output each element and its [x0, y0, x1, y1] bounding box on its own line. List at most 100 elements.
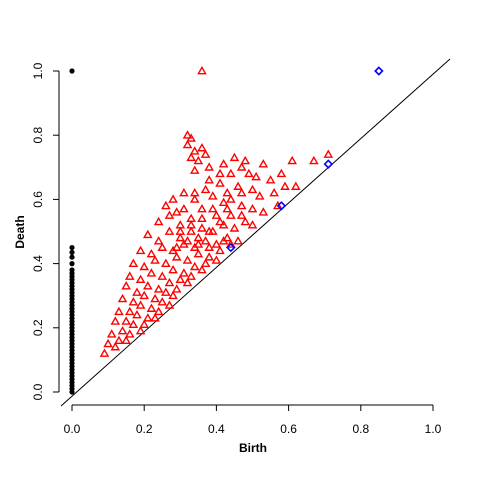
dimension1-point	[179, 268, 189, 277]
dimension1-point	[276, 168, 287, 178]
y-tick-label: 0.6	[31, 191, 45, 208]
dimension1-point	[197, 143, 207, 152]
dimension1-point	[182, 130, 193, 139]
y-ticks: 0.0 0.2 0.4 0.6 0.8 1.0	[31, 62, 59, 400]
x-axis-label: Birth	[239, 441, 267, 455]
y-tick-label: 1.0	[31, 62, 45, 79]
y-tick-label: 0.8	[31, 127, 45, 144]
dimension1-point	[182, 139, 193, 149]
dimension1-point	[168, 265, 178, 274]
dimension1-point	[229, 223, 240, 232]
dimension1-point	[218, 236, 229, 245]
dimension1-point	[182, 255, 193, 264]
y-axis-label: Death	[13, 215, 27, 248]
diagonal-line	[60, 58, 451, 407]
dimension1-point	[197, 223, 207, 232]
dimension1-point	[226, 194, 236, 203]
dimension1-point	[287, 155, 298, 165]
dimension1-point	[150, 313, 160, 322]
dimension1-point	[197, 65, 207, 75]
dimension1-point	[135, 300, 146, 309]
dimension1-point	[222, 187, 233, 197]
dimension1-point	[200, 258, 211, 267]
dimension1-point	[121, 281, 131, 290]
dimension1-point	[124, 271, 135, 280]
dimension1-point	[171, 284, 182, 293]
dimension1-point	[204, 252, 214, 261]
x-tick-label: 0.0	[64, 422, 81, 436]
dimension1-point	[175, 226, 186, 235]
dimension1-point	[218, 159, 229, 168]
dimension1-point	[215, 245, 225, 255]
dimension1-point	[197, 213, 207, 223]
dimension1-point	[222, 232, 233, 242]
dimension1-point	[106, 329, 117, 338]
dimension1-point	[226, 168, 236, 178]
dimension1-point	[135, 325, 146, 335]
dimension1-point	[150, 255, 160, 264]
dimension1-point	[128, 297, 139, 306]
dimension1-point	[121, 335, 131, 345]
dimension1-point	[124, 306, 135, 316]
dimension1-point	[161, 200, 171, 210]
dimension1-point	[323, 149, 334, 158]
dimension1-point	[179, 204, 189, 213]
dimension1-point	[171, 242, 182, 251]
dimension1-point	[200, 184, 211, 194]
data-marks	[69, 65, 384, 395]
dimension1-point	[153, 306, 164, 316]
dimension1-point	[204, 226, 214, 235]
dimension1-point	[269, 187, 279, 197]
dimension1-point	[103, 338, 113, 348]
dimension1-point	[254, 191, 265, 200]
dimension1-point	[110, 316, 121, 325]
x-tick-label: 0.6	[280, 422, 297, 436]
dimension1-point	[272, 200, 283, 210]
dimension0-point	[69, 68, 75, 74]
dimension1-point	[143, 229, 153, 239]
dimension1-point	[121, 316, 131, 325]
dimension1-point	[226, 239, 236, 248]
dimension1-point	[114, 306, 124, 316]
dimension1-point	[291, 181, 301, 190]
y-tick-label: 0.0	[31, 383, 45, 400]
dimension1-point	[197, 265, 207, 274]
dimension1-point	[186, 220, 196, 229]
dimension1-point	[189, 194, 200, 203]
dimension1-point	[222, 204, 233, 213]
x-tick-label: 0.8	[352, 422, 369, 436]
dimension1-point	[124, 329, 135, 338]
dimension1-point	[236, 187, 247, 197]
dimension2-point	[323, 159, 334, 169]
dimension0-point	[69, 244, 75, 251]
dimension1-point	[153, 284, 164, 293]
dimension1-point	[247, 204, 258, 213]
dimension1-point	[182, 277, 193, 287]
dimension1-point	[117, 293, 128, 303]
dimension1-point	[236, 210, 247, 219]
dimension1-point	[139, 290, 150, 300]
dimension1-point	[179, 187, 189, 197]
dimension1-point	[157, 271, 168, 280]
dimension1-point	[128, 258, 139, 267]
dimension1-point	[189, 165, 200, 174]
dimension1-point	[200, 236, 211, 245]
dimension1-point	[189, 261, 200, 271]
dimension0-point	[69, 389, 75, 395]
dimension1-point	[193, 239, 204, 248]
dimension1-point	[280, 181, 290, 190]
dimension1-point	[186, 271, 196, 280]
dimension1-point	[135, 245, 146, 255]
dimension1-point	[204, 242, 214, 251]
dimension0-point	[69, 249, 75, 255]
y-tick-label: 0.2	[31, 319, 45, 336]
dimension1-point	[171, 207, 182, 216]
dimension1-point	[161, 258, 171, 267]
x-tick-label: 0.2	[136, 422, 153, 436]
dimension1-point	[207, 204, 218, 213]
x-tick-label: 1.0	[425, 422, 442, 436]
dimension1-point	[171, 252, 182, 261]
dimension1-point	[240, 216, 251, 226]
dimension1-point	[143, 313, 153, 322]
